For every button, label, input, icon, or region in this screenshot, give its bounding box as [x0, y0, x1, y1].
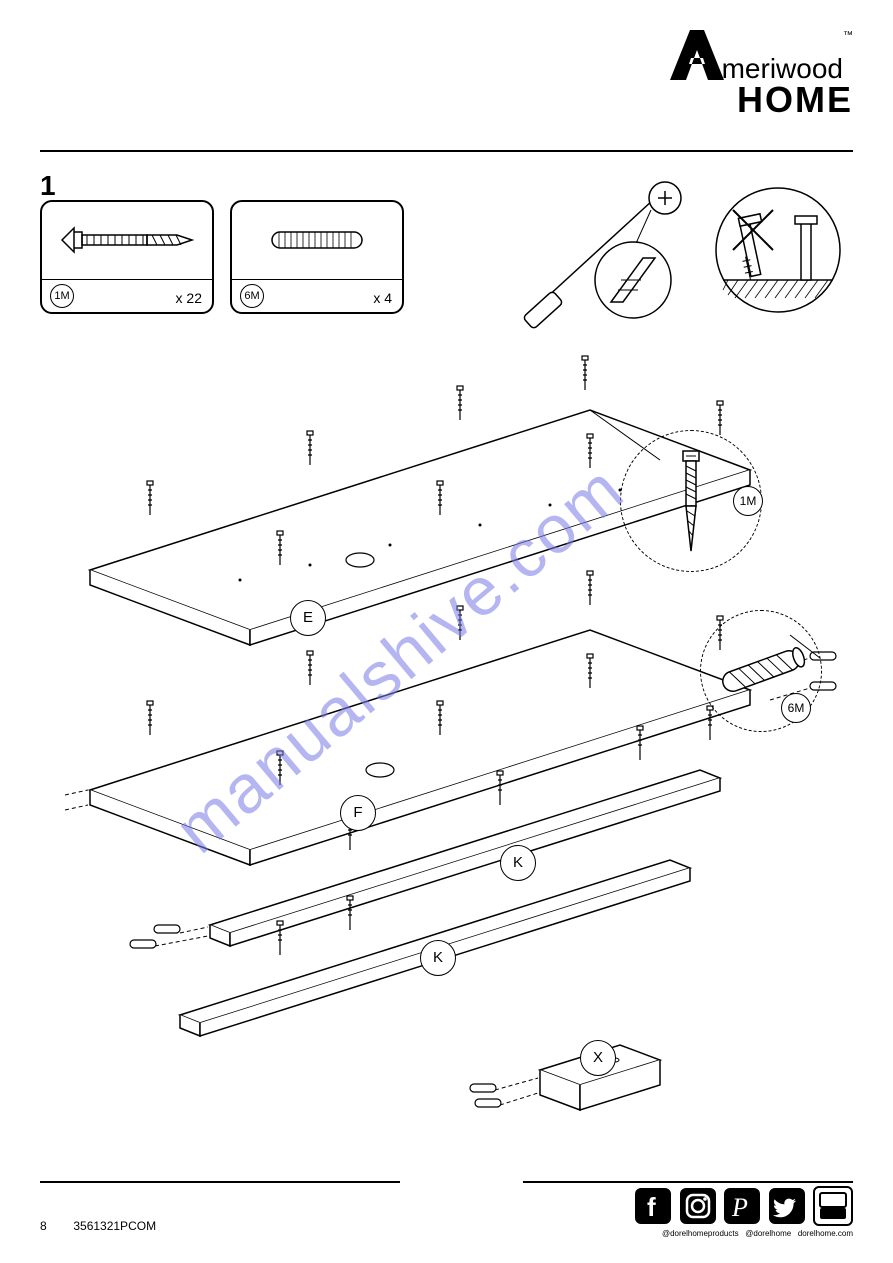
part-label-e: E — [290, 600, 326, 636]
part-label-k2: K — [420, 940, 456, 976]
footer-rule-right — [523, 1181, 853, 1183]
hardware-qty: x 4 — [373, 290, 392, 306]
assembly-page: meriwood™ HOME 1 1M x 22 6M x 4 — [0, 0, 893, 1263]
brand-logo: meriwood™ HOME — [670, 30, 853, 121]
detail-dowel-callout: 6M — [700, 610, 822, 732]
part-label-k1: K — [500, 845, 536, 881]
step-number: 1 — [40, 170, 56, 202]
logo-line1: meriwood™ — [670, 30, 853, 85]
page-number: 8 — [40, 1219, 70, 1233]
box-divider — [42, 279, 212, 280]
screw-icon — [52, 210, 202, 270]
logo-subtitle: HOME — [670, 79, 853, 121]
panel-bottom — [90, 630, 750, 865]
logo-tm: ™ — [843, 30, 853, 41]
hardware-box-screw: 1M x 22 — [40, 200, 214, 314]
tool-caution-area — [523, 180, 853, 330]
hardware-code: 6M — [240, 284, 264, 308]
part-label-x: X — [580, 1040, 616, 1076]
svg-text:P: P — [731, 1193, 748, 1222]
facebook-icon: f — [635, 1188, 671, 1224]
tool-diagram — [523, 180, 853, 340]
footer-rule-left — [40, 1181, 400, 1183]
detail-label: 1M — [733, 486, 763, 516]
instagram-icon — [680, 1188, 716, 1224]
hardware-qty: x 22 — [176, 290, 202, 306]
pinterest-icon: P — [724, 1188, 760, 1224]
detail-screw-callout: 1M — [620, 430, 762, 572]
website-icon — [813, 1186, 853, 1226]
footer-text: 8 3561321PCOM — [40, 1219, 156, 1233]
block-dowel-guides — [495, 1078, 538, 1105]
social-icons: f P @dorelhomeproducts @dorelhome dorelh… — [631, 1186, 853, 1238]
detail-label: 6M — [781, 693, 811, 723]
logo-a-icon — [670, 30, 724, 80]
part-label-f: F — [340, 795, 376, 831]
box-divider — [232, 279, 402, 280]
model-number: 3561321PCOM — [73, 1219, 156, 1233]
hardware-code: 1M — [50, 284, 74, 308]
social-handles: @dorelhomeproducts @dorelhome dorelhome.… — [631, 1229, 853, 1238]
svg-text:f: f — [647, 1192, 656, 1222]
twitter-icon — [769, 1188, 805, 1224]
hardware-box-dowel: 6M x 4 — [230, 200, 404, 314]
header-rule — [40, 150, 853, 152]
dowel-icon — [257, 210, 377, 270]
